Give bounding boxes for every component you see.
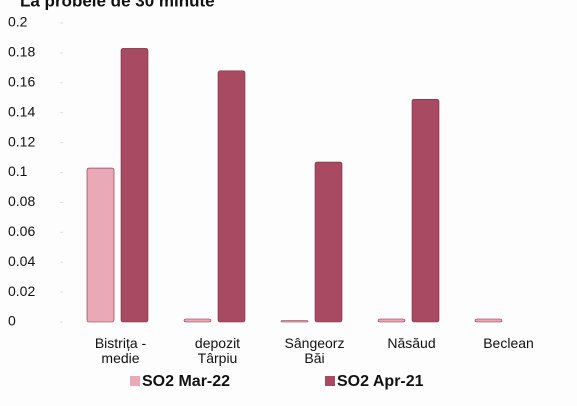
y-tick-label: 0.02: [8, 283, 35, 299]
legend-swatch: [325, 376, 335, 386]
legend-label: SO2 Mar-22: [142, 373, 230, 390]
y-tick-label: 0.1: [8, 163, 28, 179]
x-tick-label: Sângeorz Băi: [284, 335, 345, 366]
bar: [474, 318, 503, 323]
y-tick-label: 0.04: [8, 253, 35, 269]
legend-label: SO2 Apr-21: [337, 373, 424, 390]
bar: [280, 320, 309, 323]
bar: [217, 70, 246, 323]
y-tick-label: 0.06: [8, 223, 35, 239]
y-tick-label: 0.14: [8, 103, 35, 119]
bar: [86, 167, 115, 323]
bar: [314, 161, 343, 323]
y-tick-label: 0: [8, 313, 16, 329]
x-tick-label: Bistrița - medie: [94, 335, 147, 366]
x-tick-label: depozit Târpiu: [194, 335, 241, 366]
y-tick-label: 0.08: [8, 193, 35, 209]
chart-title: La probele de 30 minute: [20, 0, 215, 10]
y-tick-label: 0.16: [8, 74, 35, 90]
y-tick-label: 0.12: [8, 133, 35, 149]
bar: [120, 48, 149, 323]
bar: [183, 318, 212, 323]
bar: [377, 318, 406, 323]
y-tick-label: 0.2: [8, 14, 28, 30]
bar: [411, 98, 440, 323]
x-tick-label: Beclean: [483, 335, 534, 351]
x-tick-label: Năsăud: [387, 335, 436, 351]
y-tick-label: 0.18: [8, 44, 35, 60]
legend-swatch: [130, 376, 140, 386]
